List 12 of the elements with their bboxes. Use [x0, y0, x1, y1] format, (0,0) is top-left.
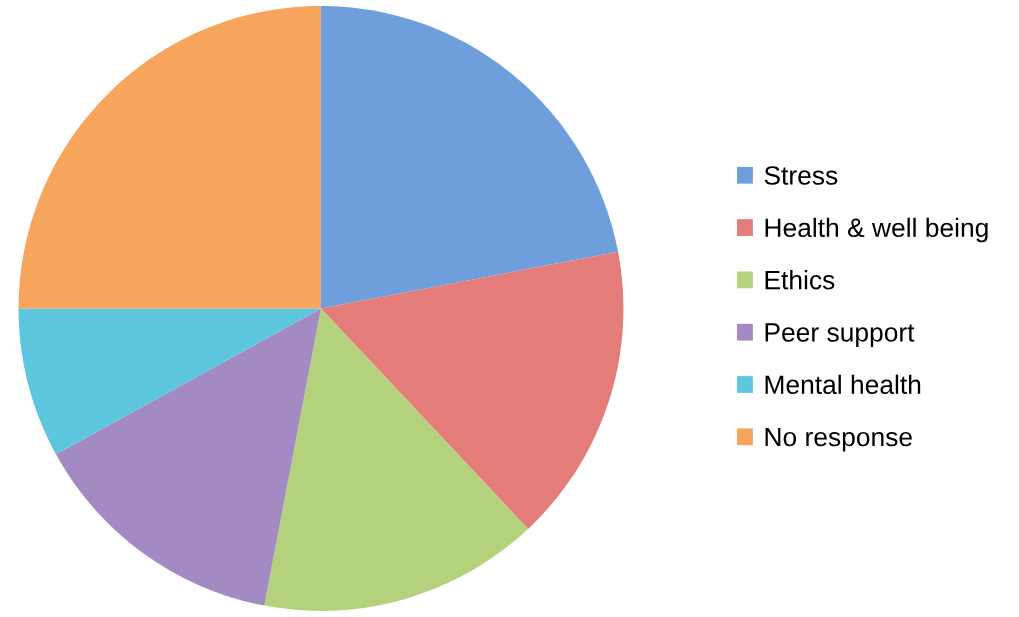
legend-label: Stress [764, 166, 838, 185]
pie-slice [320, 6, 619, 309]
pie-slice [55, 308, 321, 606]
legend-label: Ethics [765, 270, 835, 290]
pie-slice [18, 308, 321, 455]
pie-slice [320, 251, 624, 529]
pie-slice [18, 6, 321, 309]
legend-label: Health & well being [765, 217, 988, 243]
legend-label: No response [765, 427, 912, 452]
pie-slice [264, 308, 529, 611]
legend-label: Mental health [765, 374, 921, 395]
legend-label: Peer support [765, 323, 915, 347]
